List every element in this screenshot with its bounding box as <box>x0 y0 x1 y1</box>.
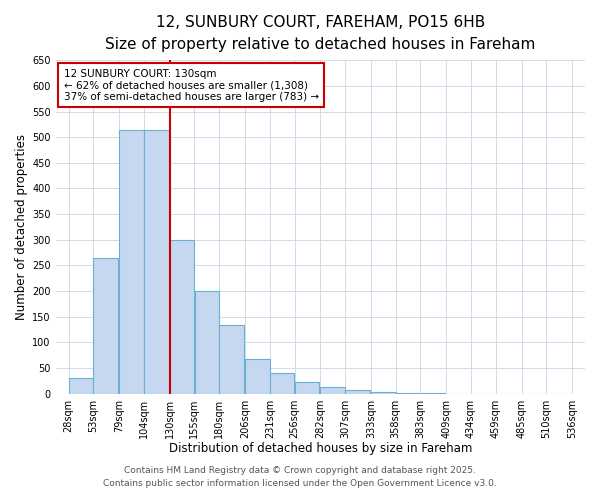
Bar <box>94 258 118 394</box>
Text: Contains HM Land Registry data © Crown copyright and database right 2025.
Contai: Contains HM Land Registry data © Crown c… <box>103 466 497 487</box>
Bar <box>220 326 244 394</box>
Bar <box>144 130 169 394</box>
Y-axis label: Number of detached properties: Number of detached properties <box>15 134 28 320</box>
X-axis label: Distribution of detached houses by size in Fareham: Distribution of detached houses by size … <box>169 442 472 455</box>
Bar <box>194 291 219 394</box>
Bar <box>396 392 420 394</box>
Text: 12 SUNBURY COURT: 130sqm
← 62% of detached houses are smaller (1,308)
37% of sem: 12 SUNBURY COURT: 130sqm ← 62% of detach… <box>64 68 319 102</box>
Bar <box>68 378 93 394</box>
Bar <box>170 240 194 394</box>
Bar <box>320 387 345 394</box>
Bar <box>371 392 395 394</box>
Bar <box>421 393 445 394</box>
Bar <box>270 373 295 394</box>
Bar <box>295 382 319 394</box>
Bar <box>245 359 269 394</box>
Title: 12, SUNBURY COURT, FAREHAM, PO15 6HB
Size of property relative to detached house: 12, SUNBURY COURT, FAREHAM, PO15 6HB Siz… <box>105 15 536 52</box>
Bar <box>119 130 144 394</box>
Bar <box>345 390 370 394</box>
